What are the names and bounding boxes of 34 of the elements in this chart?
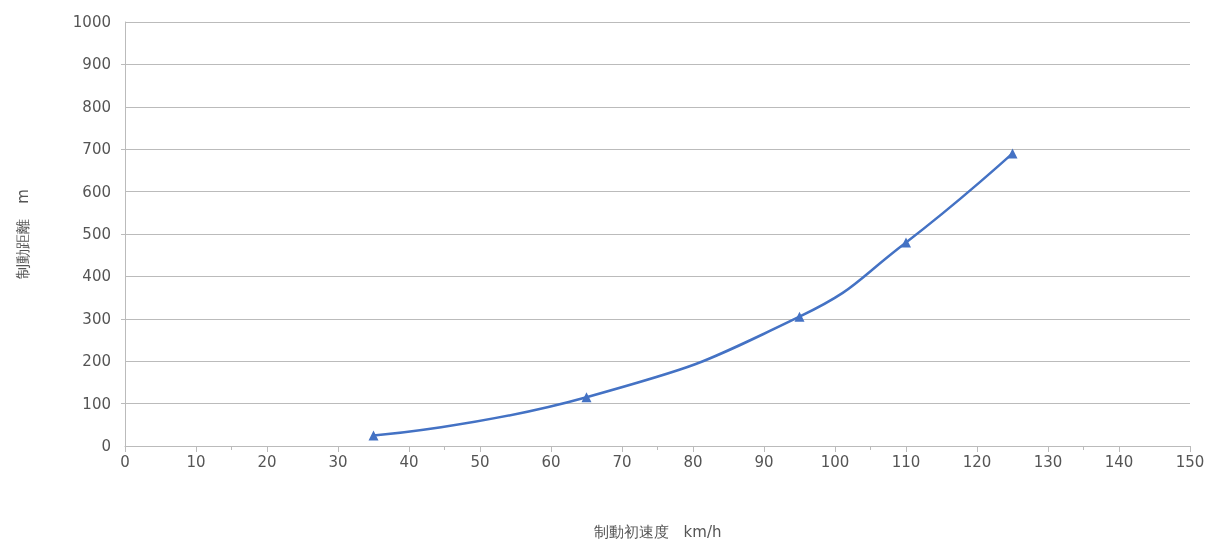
y-tick-label: 400 — [82, 267, 111, 286]
point — [581, 392, 592, 403]
y-tick-label: 300 — [82, 309, 111, 328]
x-tick-label: 90 — [754, 452, 774, 471]
x-tick-label: 140 — [1104, 452, 1134, 471]
x-tick-label: 50 — [470, 452, 490, 471]
x-tick-label: 30 — [328, 452, 348, 471]
y-tick-label: 100 — [82, 394, 111, 413]
y-tick-label: 0 — [101, 437, 111, 455]
point — [794, 311, 805, 322]
y-tick-label: 600 — [82, 182, 111, 201]
y-tick-label: 200 — [82, 352, 111, 371]
point — [1007, 148, 1018, 159]
x-tick-label: 70 — [612, 452, 632, 471]
x-tick-label: 120 — [962, 452, 992, 471]
x-tick-label: 10 — [186, 452, 206, 471]
y-tick-label: 900 — [82, 55, 111, 74]
x-tick-label: 110 — [891, 452, 921, 471]
x-axis-title: 制動初速度 km/h — [593, 522, 722, 541]
x-tick-label: 20 — [257, 452, 277, 471]
y-axis-title: 制動距離 m — [13, 189, 32, 279]
y-tick-label: 800 — [82, 97, 111, 116]
y-tick-label: 500 — [82, 225, 111, 243]
x-tick-label: 60 — [541, 452, 561, 471]
x-tick-label: 0 — [120, 452, 130, 471]
x-tick-label: 150 — [1175, 452, 1205, 471]
x-tick-label: 130 — [1033, 452, 1063, 471]
point — [901, 237, 911, 248]
y-tick-label: 1000 — [72, 13, 111, 31]
x-tick-label: 80 — [683, 452, 703, 471]
y-tick-label: 700 — [82, 140, 111, 159]
x-tick-label: 100 — [820, 452, 850, 471]
point — [368, 430, 379, 441]
x-tick-label: 40 — [399, 452, 419, 471]
